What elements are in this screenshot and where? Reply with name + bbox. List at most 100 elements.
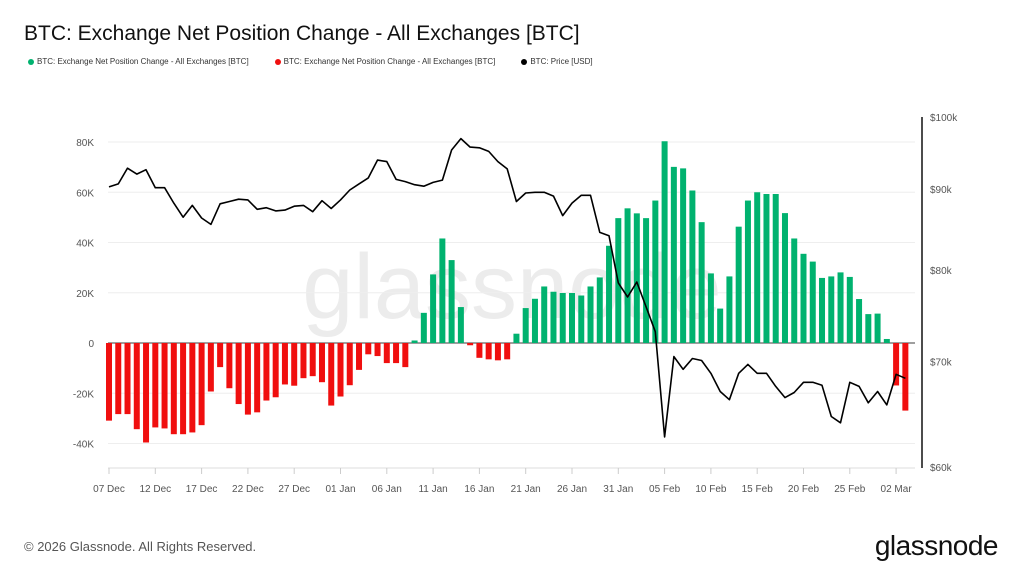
bar <box>846 276 853 343</box>
bar <box>346 343 353 386</box>
legend-dot-red-icon <box>274 58 281 65</box>
bar <box>365 343 372 355</box>
bar <box>856 299 863 343</box>
bar <box>281 343 288 385</box>
bar <box>393 343 400 364</box>
bar <box>559 293 566 343</box>
bar <box>819 277 826 343</box>
x-axis-tick-label: 12 Dec <box>139 484 171 495</box>
x-axis-tick-label: 27 Dec <box>278 484 310 495</box>
bar <box>170 343 177 435</box>
bar <box>513 333 520 343</box>
bar <box>828 276 835 343</box>
left-axis-tick-label: -40K <box>73 440 94 451</box>
bar <box>235 343 242 405</box>
bar <box>707 273 714 343</box>
bar <box>902 343 909 411</box>
bar <box>717 308 724 343</box>
x-axis-tick-label: 17 Dec <box>186 484 218 495</box>
bar <box>883 338 890 343</box>
bar <box>180 343 187 435</box>
bar <box>689 190 696 343</box>
bar <box>374 343 381 357</box>
bar <box>550 291 557 343</box>
bar <box>448 260 455 343</box>
right-axis-tick-label: $90k <box>930 185 953 196</box>
right-axis-tick-label: $100k <box>930 113 958 124</box>
bar <box>476 343 483 358</box>
copyright: © 2026 Glassnode. All Rights Reserved. <box>24 539 257 554</box>
bar <box>893 343 900 386</box>
bar <box>124 343 131 415</box>
x-axis-tick-label: 21 Jan <box>511 484 541 495</box>
legend-dot-green-icon <box>28 58 34 65</box>
bar <box>439 238 446 343</box>
bar <box>680 168 687 343</box>
x-axis-tick-label: 07 Dec <box>93 484 125 495</box>
bar <box>633 213 640 343</box>
left-axis-tick-label: -20K <box>73 389 94 400</box>
bar <box>865 314 872 343</box>
bar <box>541 286 548 343</box>
x-axis-tick-label: 11 Jan <box>418 484 447 495</box>
bar <box>115 343 122 415</box>
legend-item-positive[interactable]: BTC: Exchange Net Position Change - All … <box>28 57 249 66</box>
x-axis-tick-label: 05 Feb <box>649 484 681 495</box>
x-axis-tick-label: 06 Jan <box>372 484 402 495</box>
bar <box>791 238 798 343</box>
bar <box>874 313 881 343</box>
bar <box>244 343 251 415</box>
bar <box>457 307 464 343</box>
legend-label: BTC: Exchange Net Position Change - All … <box>37 57 249 66</box>
legend-label: BTC: Exchange Net Position Change - All … <box>283 57 496 66</box>
bar <box>133 343 140 430</box>
bar <box>531 298 538 343</box>
bar <box>754 192 761 343</box>
bar <box>318 343 325 383</box>
bar <box>467 343 474 346</box>
bar <box>356 343 363 370</box>
glassnode-logo[interactable]: glassnode <box>874 530 999 561</box>
bar <box>643 218 650 343</box>
x-axis-tick-label: 01 Jan <box>325 484 355 495</box>
bar <box>652 200 659 343</box>
right-axis-tick-label: $70k <box>930 357 953 368</box>
bar <box>485 343 492 360</box>
bar <box>800 253 807 343</box>
x-axis-tick-label: 31 Jan <box>603 484 633 495</box>
bar <box>300 343 307 379</box>
right-axis-tick-label: $60k <box>930 463 953 474</box>
bar <box>781 213 788 343</box>
chart-title: BTC: Exchange Net Position Change - All … <box>24 22 580 45</box>
bar <box>569 293 575 343</box>
bar <box>152 343 159 428</box>
left-axis-tick-label: 40K <box>76 239 94 250</box>
bar <box>606 245 613 343</box>
bar <box>494 343 501 361</box>
legend-item-negative[interactable]: BTC: Exchange Net Position Change - All … <box>274 57 496 66</box>
bar <box>596 277 603 343</box>
bar <box>837 272 844 343</box>
bar <box>698 222 705 343</box>
bar <box>624 208 631 343</box>
x-axis-tick-label: 16 Jan <box>464 484 494 495</box>
x-axis-tick-label: 25 Feb <box>834 484 866 495</box>
legend-label: BTC: Price [USD] <box>530 57 593 66</box>
x-axis-tick-label: 22 Dec <box>232 484 264 495</box>
bar <box>670 166 677 343</box>
bar <box>402 343 409 368</box>
legend-item-price[interactable]: BTC: Price [USD] <box>521 57 593 66</box>
x-axis-tick-label: 26 Jan <box>557 484 587 495</box>
bar <box>430 274 437 343</box>
bar <box>328 343 335 406</box>
bar <box>587 286 594 343</box>
bar <box>291 343 298 386</box>
bar <box>772 194 779 343</box>
left-axis-tick-label: 20K <box>76 289 94 300</box>
x-axis-tick-label: 15 Feb <box>742 484 774 495</box>
bar <box>726 276 733 343</box>
bar <box>161 343 168 429</box>
bar <box>411 340 418 343</box>
bar <box>744 200 751 343</box>
